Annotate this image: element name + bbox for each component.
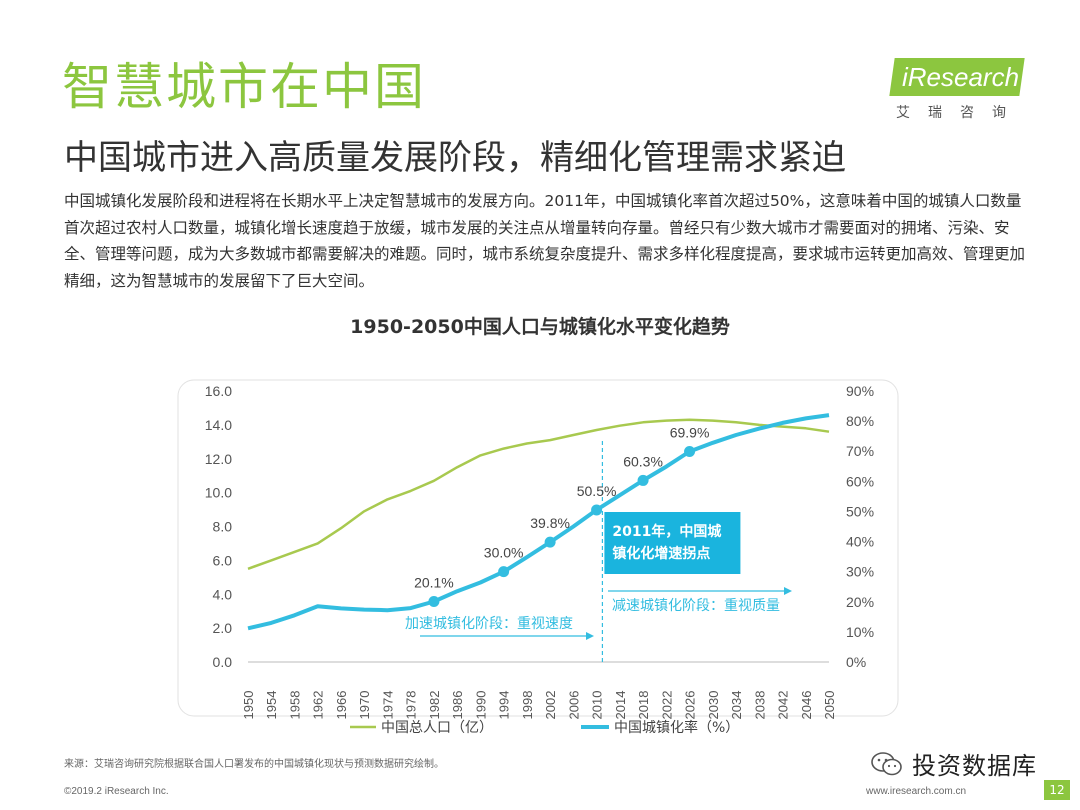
x-tick: 1978 [404,691,419,720]
x-tick: 2018 [636,691,651,720]
y-right-tick: 0% [846,654,866,670]
urbanization-point [591,504,603,516]
x-tick: 2006 [566,691,581,720]
x-tick: 1954 [264,691,279,720]
logo-text: iResearch [902,62,1020,92]
y-right-tick: 90% [846,383,874,399]
data-label: 69.9% [670,425,710,441]
copyright: ©2019.2 iResearch Inc. [64,786,169,797]
data-label: 20.1% [414,574,454,590]
population-line [247,418,830,570]
urbanization-point [428,595,440,607]
x-tick: 2034 [729,691,744,720]
phase-right-label: 减速城镇化阶段：重视质量 [612,598,780,614]
x-tick: 1986 [450,691,465,720]
x-tick: 2038 [752,691,767,720]
watermark: 投资数据库 [870,746,1037,781]
page-title: 智慧城市在中国 [62,58,426,116]
x-tick: 1950 [241,691,256,720]
y-right-tick: 80% [846,413,874,429]
y-left-tick: 2.0 [213,620,233,636]
x-tick: 1990 [473,691,488,720]
legend-label-population: 中国总人口（亿） [381,720,493,736]
callout-box [604,512,741,574]
y-left-tick: 6.0 [213,552,233,568]
page-subtitle: 中国城市进入高质量发展阶段，精细化管理需求紧迫 [64,138,846,178]
x-tick: 1982 [427,691,442,720]
x-tick: 1970 [357,691,372,720]
urbanization-point [498,566,510,578]
y-left-tick: 4.0 [213,586,233,602]
site-url: www.iresearch.com.cn [866,786,967,797]
chart-title: 1950-2050中国人口与城镇化水平变化趋势 [350,316,730,338]
x-tick: 2022 [659,691,674,720]
x-tick: 1962 [311,691,326,720]
y-left-tick: 8.0 [213,519,233,535]
urbanization-line [247,413,830,631]
y-right-tick: 40% [846,534,874,550]
y-left-tick: 14.0 [205,417,232,433]
x-tick: 2010 [590,691,605,720]
y-left-tick: 16.0 [205,383,232,399]
x-tick: 2042 [776,691,791,720]
logo-cn-text: 艾瑞咨询 [896,105,1024,121]
callout-text: 2011年，中国城 [612,523,721,540]
body-paragraph: 中国城镇化发展阶段和进程将在长期水平上决定智慧城市的发展方向。2011年，中国城… [64,192,1026,290]
phase-right-arrowhead [784,587,792,595]
x-tick: 2046 [799,691,814,720]
data-label: 30.0% [484,545,524,561]
x-tick: 1966 [334,691,349,720]
x-tick: 2026 [683,691,698,720]
source-note: 来源：艾瑞咨询研究院根据联合国人口署发布的中国城镇化现状与预测数据研究绘制。 [64,759,444,770]
x-tick: 2030 [706,691,721,720]
chart: 0.0 2.0 4.0 6.0 8.0 10.0 12.0 14.0 16.0 0% 10% 20% 3… [177,379,899,736]
chart-frame [177,379,899,717]
y-right-tick: 10% [846,624,874,640]
y-left-tick: 0.0 [213,654,233,670]
x-tick: 2014 [613,691,628,720]
page-number: 12 [1044,780,1070,800]
y-right-tick: 20% [846,594,874,610]
urbanization-point [684,446,696,458]
phase-left-arrowhead [586,632,594,640]
urbanization-point [637,474,649,486]
x-tick: 1998 [520,691,535,720]
x-tick: 1974 [380,691,395,720]
wechat-icon [871,751,902,775]
iresearch-logo: iResearch 艾瑞咨询 [889,58,1032,122]
data-label: 50.5% [577,483,617,499]
y-left-tick: 10.0 [205,485,232,501]
legend-label-urbanization: 中国城镇化率（%） [614,719,739,736]
watermark-text: 投资数据库 [912,752,1037,780]
data-label: 60.3% [623,453,663,469]
y-right-tick: 70% [846,443,874,459]
x-tick: 1994 [497,691,512,720]
urbanization-point [544,536,556,548]
y-left-tick: 12.0 [205,451,232,467]
callout-text: 镇化化增速拐点 [612,545,710,562]
y-right-tick: 30% [846,564,874,580]
x-tick: 2002 [543,691,558,720]
y-right-tick: 60% [846,473,874,489]
phase-left-label: 加速城镇化阶段：重视速度 [405,616,573,632]
x-tick: 1958 [287,691,302,720]
y-right-tick: 50% [846,503,874,519]
data-label: 39.8% [530,515,570,531]
x-tick: 2050 [822,691,837,720]
